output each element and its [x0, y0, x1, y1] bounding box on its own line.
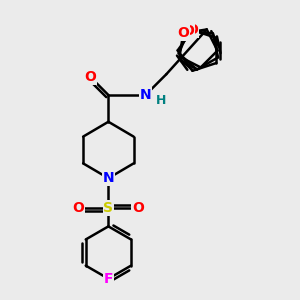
Text: N: N: [140, 88, 152, 102]
Text: H: H: [156, 94, 166, 107]
Text: O: O: [183, 24, 195, 38]
Text: O: O: [73, 201, 85, 215]
Text: O: O: [85, 70, 97, 84]
Text: N: N: [103, 171, 114, 185]
Text: O: O: [132, 201, 144, 215]
Text: F: F: [103, 272, 113, 286]
Text: O: O: [177, 26, 189, 40]
Text: S: S: [103, 201, 113, 215]
Text: O: O: [187, 23, 198, 37]
